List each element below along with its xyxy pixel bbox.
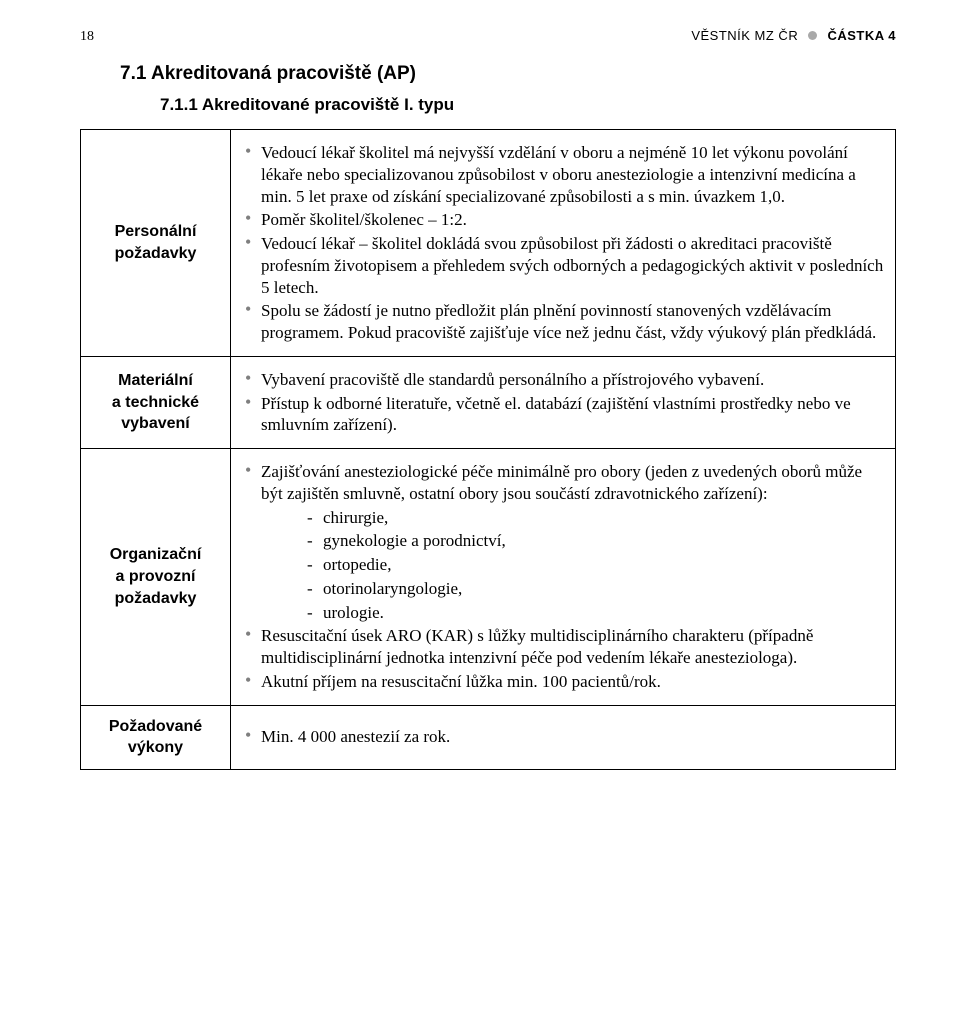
list-item: Přístup k odborné literatuře, včetně el.… [241,393,885,437]
list-item-text: Zajišťování anesteziologické péče minimá… [261,462,862,503]
table-row: Požadované výkony Min. 4 000 anestezií z… [81,705,896,769]
label-text: požadavky [115,245,197,262]
header-center-text: VĚSTNÍK MZ ČR [691,28,798,43]
list-item: ortopedie, [307,554,885,576]
page-header: 18 VĚSTNÍK MZ ČR ČÁSTKA 4 [80,28,896,45]
row-content-organizational: Zajišťování anesteziologické péče minimá… [231,449,896,706]
header-center: VĚSTNÍK MZ ČR ČÁSTKA 4 [691,28,896,43]
list-item: chirurgie, [307,507,885,529]
page-number: 18 [80,29,94,45]
label-text: vybavení [121,415,189,432]
label-text: požadavky [115,590,197,607]
separator-dot-icon [808,31,817,40]
row-label-outputs: Požadované výkony [81,705,231,769]
label-text: Materiální [118,372,193,389]
table-row: Materiální a technické vybavení Vybavení… [81,356,896,448]
bullet-list: Zajišťování anesteziologické péče minimá… [241,461,885,693]
list-item: otorinolaryngologie, [307,578,885,600]
row-label-organizational: Organizační a provozní požadavky [81,449,231,706]
label-text: Organizační [110,546,202,563]
row-label-personnel: Personální požadavky [81,130,231,357]
list-item: Resuscitační úsek ARO (KAR) s lůžky mult… [241,625,885,669]
list-item: gynekologie a porodnictví, [307,530,885,552]
label-text: Požadované [109,718,202,735]
label-text: a technické [112,394,199,411]
heading-7-1: 7.1 Akreditovaná pracoviště (AP) [120,63,896,85]
list-item: Vedoucí lékař – školitel dokládá svou zp… [241,233,885,298]
label-text: a provozní [115,568,195,585]
list-item: Akutní příjem na resuscitační lůžka min.… [241,671,885,693]
list-item: Vedoucí lékař školitel má nejvyšší vzděl… [241,142,885,207]
row-content-personnel: Vedoucí lékař školitel má nejvyšší vzděl… [231,130,896,357]
label-text: Personální [115,223,197,240]
row-content-outputs: Min. 4 000 anestezií za rok. [231,705,896,769]
list-item: Spolu se žádostí je nutno předložit plán… [241,300,885,344]
list-item: Poměr školitel/školenec – 1:2. [241,209,885,231]
requirements-table: Personální požadavky Vedoucí lékař školi… [80,129,896,770]
table-row: Organizační a provozní požadavky Zajišťo… [81,449,896,706]
list-item: Min. 4 000 anestezií za rok. [241,726,885,748]
table-row: Personální požadavky Vedoucí lékař školi… [81,130,896,357]
header-right-text: ČÁSTKA 4 [827,28,896,43]
label-text: výkony [128,739,183,756]
row-content-material: Vybavení pracoviště dle standardů person… [231,356,896,448]
list-item: urologie. [307,602,885,624]
row-label-material: Materiální a technické vybavení [81,356,231,448]
dash-list: chirurgie, gynekologie a porodnictví, or… [261,507,885,624]
list-item: Zajišťování anesteziologické péče minimá… [241,461,885,623]
bullet-list: Vedoucí lékař školitel má nejvyšší vzděl… [241,142,885,344]
heading-7-1-1: 7.1.1 Akreditované pracoviště I. typu [160,95,896,115]
list-item: Vybavení pracoviště dle standardů person… [241,369,885,391]
page: 18 VĚSTNÍK MZ ČR ČÁSTKA 4 7.1 Akreditova… [0,0,960,810]
bullet-list: Min. 4 000 anestezií za rok. [241,726,885,748]
bullet-list: Vybavení pracoviště dle standardů person… [241,369,885,436]
